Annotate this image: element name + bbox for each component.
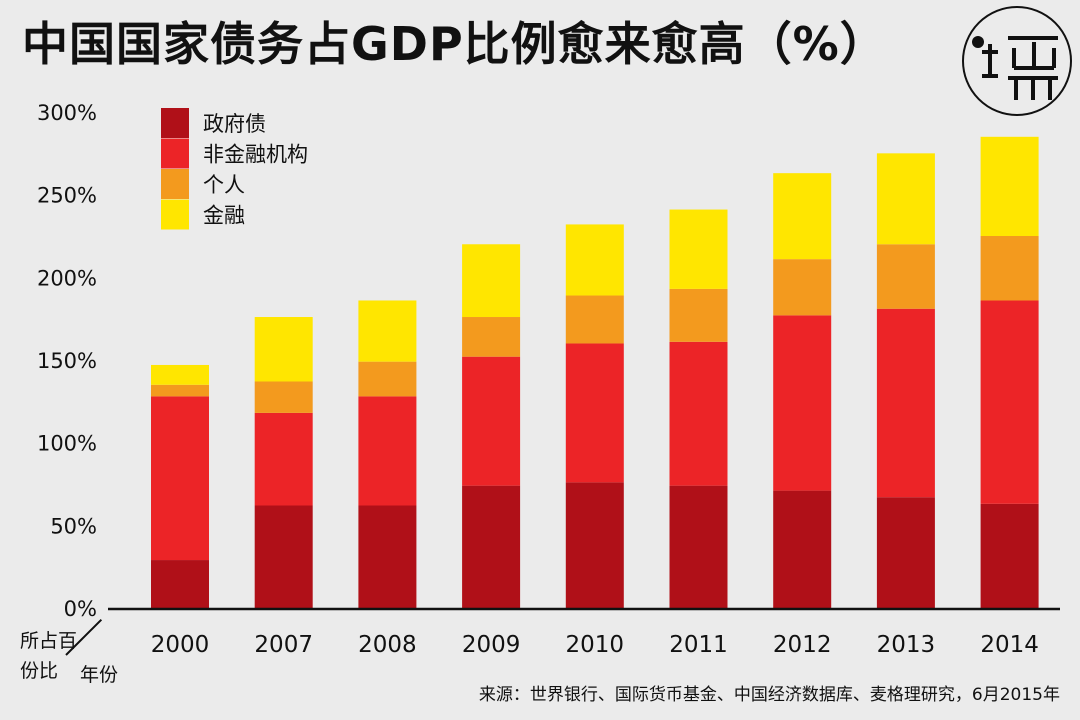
y-axis-label-top: 所占百 <box>20 630 78 652</box>
logo-mark <box>962 6 1072 116</box>
bar-segment-financial-2000 <box>151 364 209 385</box>
bar-segment-nonfinancial-2013 <box>876 308 935 498</box>
bar-segment-government-2012 <box>773 490 832 608</box>
bar-segment-nonfinancial-2014 <box>980 300 1039 504</box>
x-axis-label: 年份 <box>80 664 119 686</box>
legend-label-government: 政府债 <box>203 112 266 136</box>
y-tick-label: 300% <box>37 101 97 125</box>
y-axis: 0% 50% 100% 150% 200% 250% 300% <box>37 101 97 621</box>
logo-glyph-icon <box>982 36 1058 100</box>
legend-swatch-financial <box>161 199 189 230</box>
x-tick-label: 2011 <box>669 632 728 658</box>
bar-segment-financial-2014 <box>980 136 1039 236</box>
bar-segment-nonfinancial-2000 <box>151 396 209 561</box>
bar-segment-financial-2013 <box>876 153 935 245</box>
x-tick-label: 2008 <box>358 632 417 658</box>
bar-segment-personal-2011 <box>669 288 728 342</box>
bar-segment-government-2011 <box>669 485 728 608</box>
bar-segment-personal-2012 <box>773 259 832 316</box>
x-tick-label: 2010 <box>566 632 625 658</box>
bar-segment-nonfinancial-2009 <box>462 356 521 486</box>
legend-swatch-nonfinancial <box>161 138 189 169</box>
y-tick-label: 0% <box>64 597 97 621</box>
axis-corner-label: 所占百 份比 年份 <box>14 618 124 686</box>
y-axis-label-bottom: 份比 <box>20 660 59 682</box>
legend-label-nonfinancial: 非金融机构 <box>203 143 308 167</box>
bar-segment-nonfinancial-2010 <box>565 343 624 483</box>
bar-segment-financial-2012 <box>773 173 832 260</box>
bar-segment-financial-2009 <box>462 244 521 318</box>
x-tick-label: 2014 <box>980 632 1039 658</box>
bar-segment-government-2010 <box>565 482 624 608</box>
bar-segment-nonfinancial-2011 <box>669 341 728 486</box>
bar-segment-nonfinancial-2007 <box>254 412 313 506</box>
legend-swatch-personal <box>161 169 189 199</box>
bar-segment-financial-2008 <box>358 300 417 362</box>
y-tick-label: 200% <box>37 266 97 290</box>
bar-segment-nonfinancial-2008 <box>358 396 417 506</box>
bar-segment-personal-2014 <box>980 236 1039 301</box>
bar-segment-personal-2007 <box>254 381 313 413</box>
legend-label-personal: 个人 <box>203 173 245 197</box>
source-note: 来源：世界银行、国际货币基金、中国经济数据库、麦格理研究，6月2015年 <box>478 685 1060 705</box>
x-tick-label: 2012 <box>773 632 832 658</box>
bar-segment-government-2013 <box>876 497 935 608</box>
y-tick-label: 250% <box>37 184 97 208</box>
x-tick-label: 2000 <box>151 632 210 658</box>
bar-segment-government-2008 <box>358 505 417 608</box>
bar-segment-government-2000 <box>151 560 209 608</box>
legend-label-financial: 金融 <box>203 204 245 228</box>
bars-group <box>151 136 1039 608</box>
bar-segment-financial-2007 <box>254 317 313 382</box>
bar-segment-government-2014 <box>980 503 1039 608</box>
bar-segment-personal-2009 <box>462 317 521 357</box>
chart-title: 中国国家债务占GDP比例愈来愈高（%） <box>22 17 887 71</box>
y-tick-label: 150% <box>37 349 97 373</box>
x-tick-label: 2009 <box>462 632 521 658</box>
y-tick-label: 50% <box>50 514 97 538</box>
x-axis: 2000 2007 2008 2009 2010 2011 2012 2013 2014 <box>108 607 1060 658</box>
legend-swatch-government <box>161 108 189 138</box>
bar-segment-personal-2008 <box>358 361 417 397</box>
x-tick-label: 2007 <box>254 632 313 658</box>
x-tick-label: 2013 <box>877 632 936 658</box>
bar-segment-government-2009 <box>462 485 521 608</box>
bar-segment-financial-2011 <box>669 209 728 289</box>
bar-segment-financial-2010 <box>565 224 624 296</box>
bar-segment-personal-2000 <box>151 384 209 397</box>
bar-segment-personal-2013 <box>876 244 935 309</box>
logo-dot-icon <box>972 36 984 48</box>
bar-segment-personal-2010 <box>565 295 624 344</box>
bar-segment-nonfinancial-2012 <box>773 315 832 491</box>
y-tick-label: 100% <box>37 432 97 456</box>
bar-segment-government-2007 <box>254 505 313 608</box>
